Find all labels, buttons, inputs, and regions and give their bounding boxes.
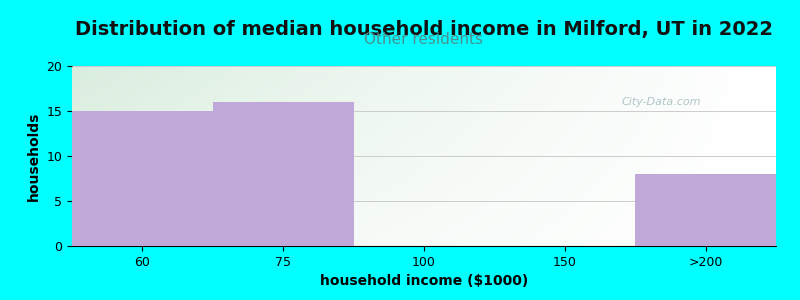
Bar xyxy=(72,111,213,246)
Text: Other residents: Other residents xyxy=(365,32,483,46)
Y-axis label: households: households xyxy=(27,111,41,201)
X-axis label: household income ($1000): household income ($1000) xyxy=(320,274,528,288)
Bar xyxy=(635,174,776,246)
Bar xyxy=(635,174,776,246)
Text: City-Data.com: City-Data.com xyxy=(621,97,701,107)
Bar xyxy=(213,102,354,246)
Bar xyxy=(72,111,213,246)
Bar xyxy=(213,102,354,246)
Title: Distribution of median household income in Milford, UT in 2022: Distribution of median household income … xyxy=(75,20,773,39)
